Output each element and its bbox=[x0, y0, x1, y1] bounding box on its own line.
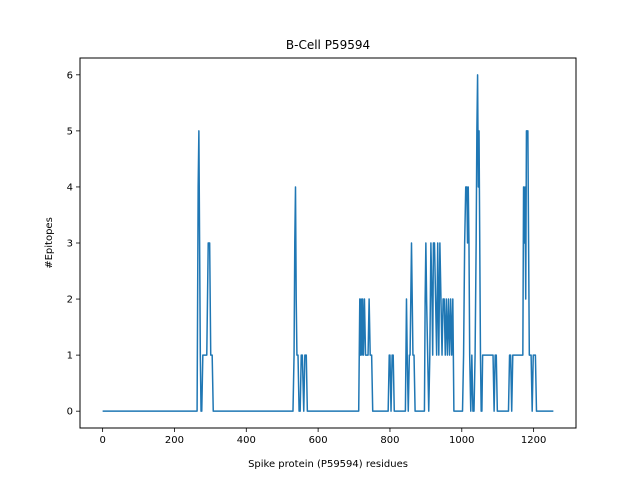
x-tick-label: 600 bbox=[309, 435, 328, 446]
x-tick-label: 400 bbox=[237, 435, 256, 446]
x-axis-label: Spike protein (P59594) residues bbox=[248, 459, 408, 470]
y-tick-label: 0 bbox=[67, 407, 73, 418]
y-axis-label: #Epitopes bbox=[44, 217, 55, 269]
y-tick-label: 3 bbox=[67, 239, 73, 250]
y-axis-ticks: 0 1 2 3 4 5 6 bbox=[67, 70, 80, 418]
x-tick-label: 0 bbox=[99, 435, 105, 446]
x-tick-label: 1200 bbox=[521, 435, 546, 446]
plot-area bbox=[102, 74, 554, 412]
y-tick-label: 6 bbox=[67, 70, 73, 81]
x-tick-label: 1000 bbox=[449, 435, 474, 446]
series-line-0 bbox=[102, 74, 554, 412]
chart-title: B-Cell P59594 bbox=[286, 38, 370, 52]
y-tick-label: 1 bbox=[67, 351, 73, 362]
x-axis-ticks: 0 200 400 600 800 1000 1200 bbox=[99, 428, 546, 446]
axes-frame bbox=[79, 57, 577, 429]
y-tick-label: 5 bbox=[67, 126, 73, 137]
y-tick-label: 2 bbox=[67, 295, 73, 306]
x-tick-label: 800 bbox=[380, 435, 399, 446]
y-tick-label: 4 bbox=[67, 182, 73, 193]
x-tick-label: 200 bbox=[165, 435, 184, 446]
